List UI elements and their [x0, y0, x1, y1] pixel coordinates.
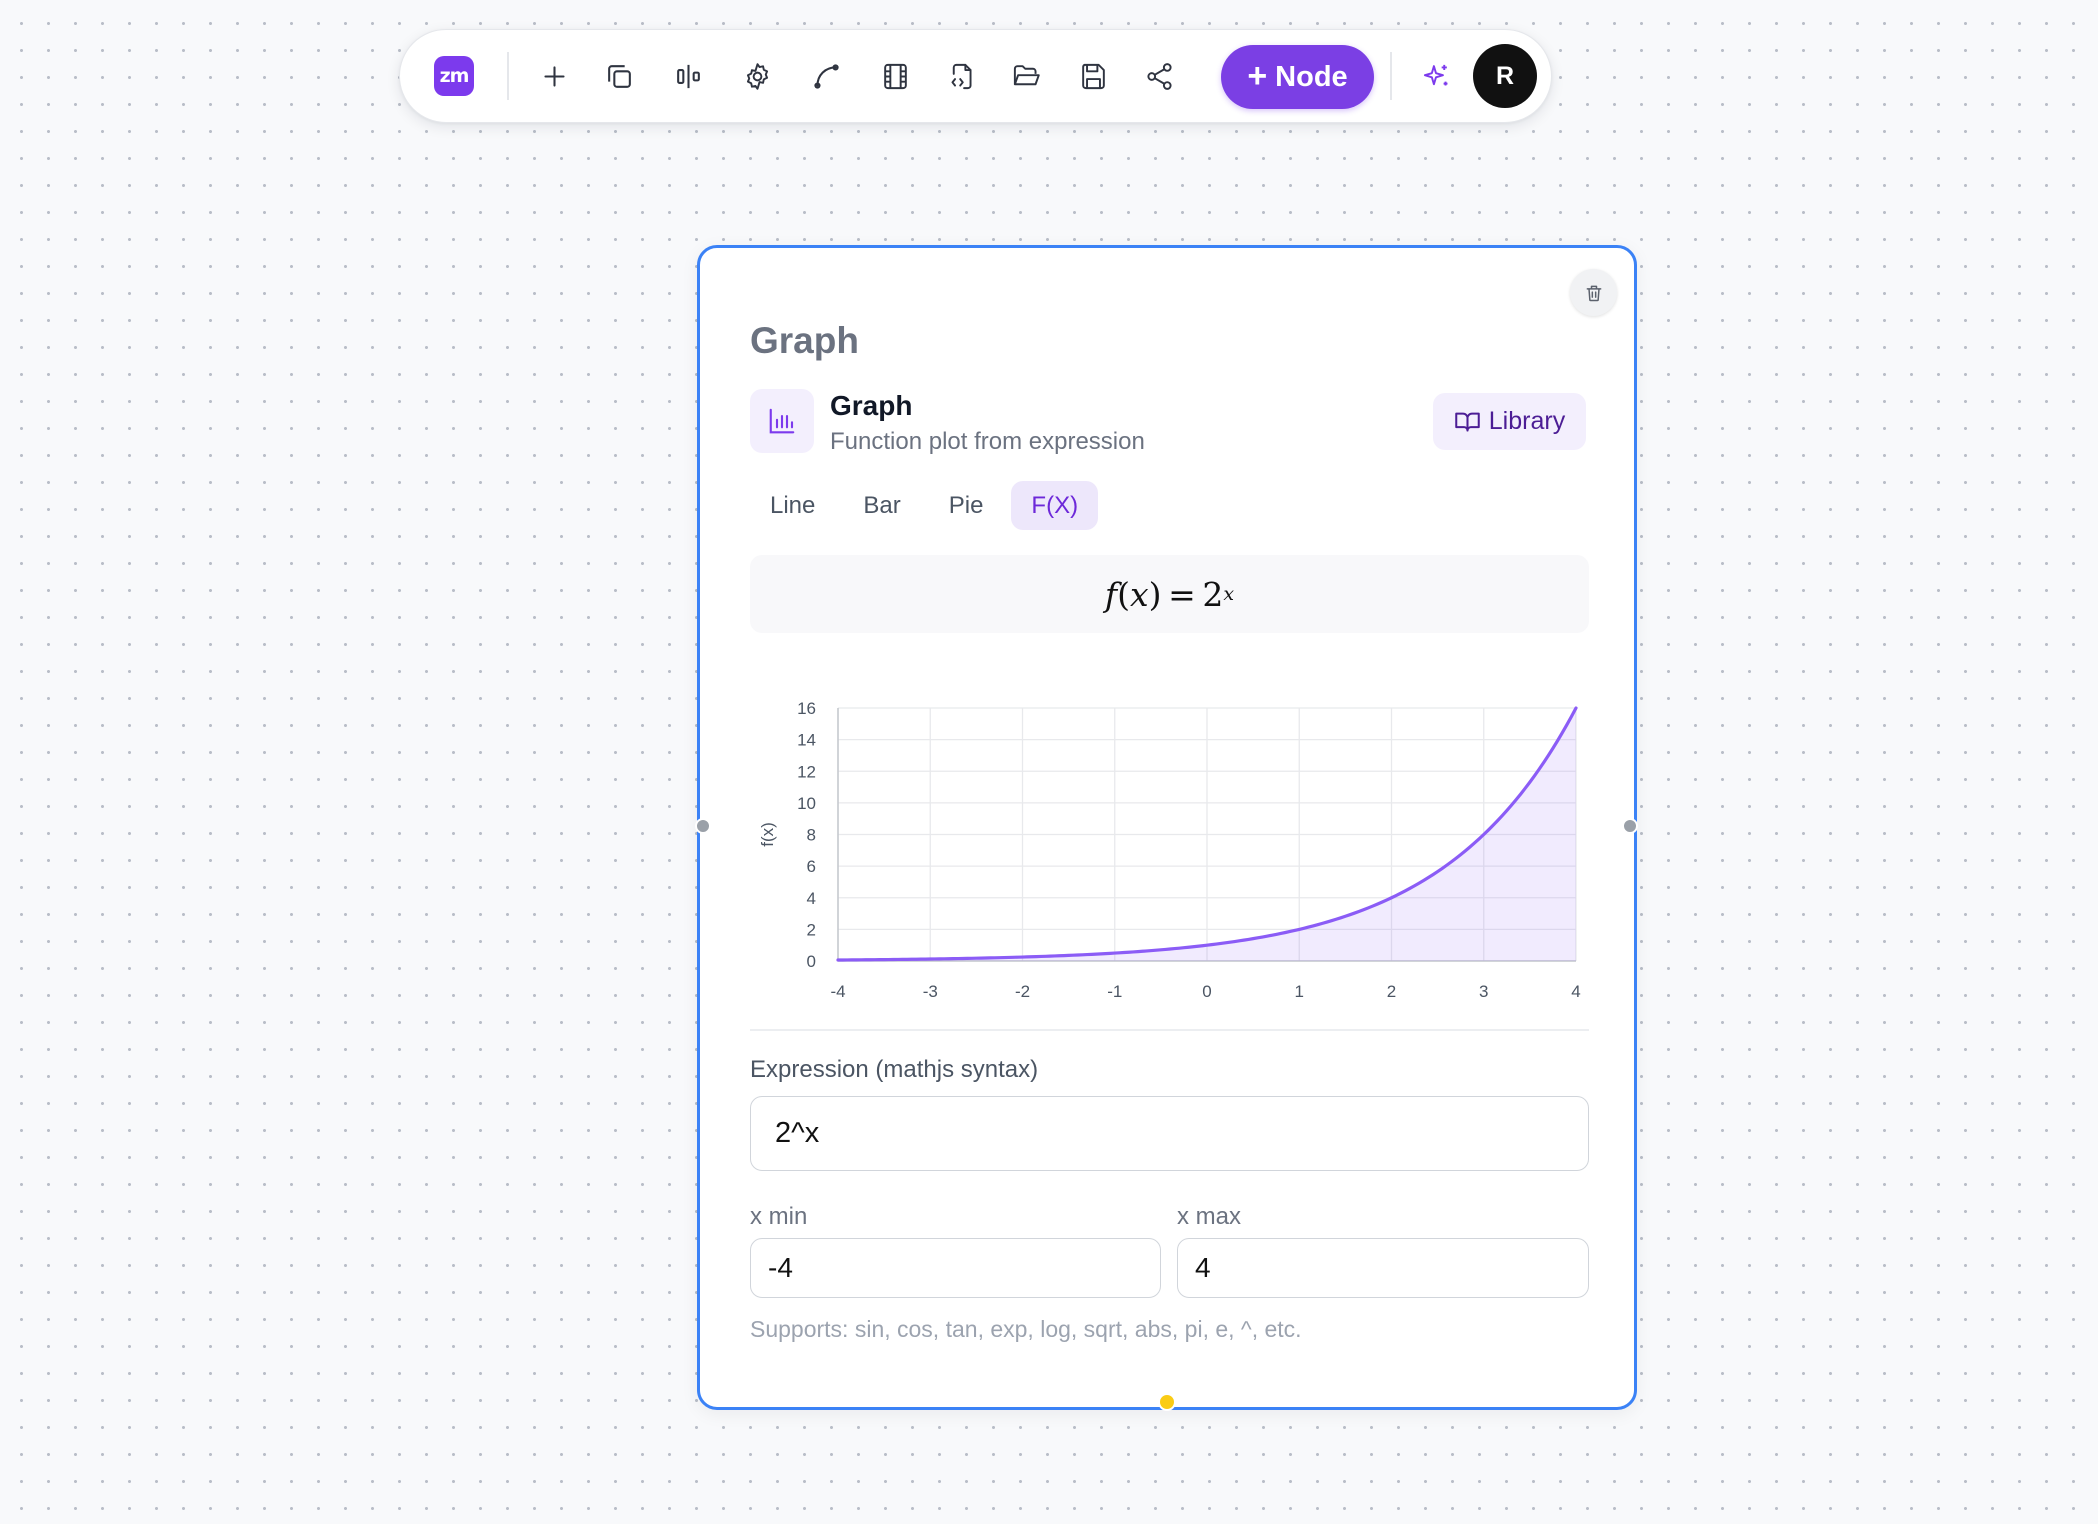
- y-tick-label: 12: [797, 762, 816, 781]
- toolbar-divider: [507, 52, 509, 100]
- y-tick-label: 10: [797, 794, 816, 813]
- save-icon: [1081, 63, 1105, 89]
- film-icon: [883, 63, 907, 89]
- xmax-label: x max: [1177, 1203, 1242, 1230]
- plus-icon: [543, 65, 565, 87]
- graph-node-card[interactable]: Graph Graph Function plot from expressio…: [697, 245, 1637, 1410]
- add-node-label: Node: [1275, 60, 1348, 93]
- x-tick-label: 3: [1479, 982, 1488, 1001]
- node-type-description: Function plot from expression: [830, 428, 1145, 455]
- tab-pie[interactable]: Pie: [948, 491, 984, 519]
- code-file-button[interactable]: [935, 50, 987, 102]
- formula-variable: x: [1130, 574, 1149, 614]
- settings-button[interactable]: [731, 50, 783, 102]
- save-button[interactable]: [1067, 50, 1119, 102]
- x-tick-label: 1: [1295, 982, 1304, 1001]
- node-type-name: Graph: [830, 390, 913, 421]
- sparkles-icon: [1423, 64, 1447, 86]
- media-button[interactable]: [869, 50, 921, 102]
- formula-preview: f ( x ) = 2 x: [750, 555, 1589, 633]
- x-tick-label: -3: [923, 982, 938, 1001]
- toolbar: zm + Node R: [399, 29, 1552, 123]
- toolbar-divider: [1390, 52, 1392, 100]
- settings-gear-icon: [746, 62, 768, 90]
- pen-path-icon: [813, 63, 839, 89]
- y-tick-label: 4: [807, 889, 816, 908]
- library-button[interactable]: Library: [1433, 393, 1586, 450]
- right-connection-handle[interactable]: [1622, 818, 1638, 834]
- trash-icon: [1586, 285, 1601, 301]
- formula-exponent: x: [1223, 583, 1235, 605]
- y-tick-label: 6: [807, 857, 816, 876]
- formula-paren-close: ): [1148, 574, 1162, 614]
- add-node-button[interactable]: + Node: [1221, 45, 1374, 109]
- add-button[interactable]: [528, 50, 580, 102]
- formula-equals: =: [1161, 574, 1203, 614]
- x-tick-label: -2: [1015, 982, 1030, 1001]
- x-tick-label: 4: [1571, 982, 1580, 1001]
- left-connection-handle[interactable]: [695, 818, 711, 834]
- align-center-icon: [676, 64, 700, 88]
- y-tick-label: 8: [807, 826, 816, 845]
- node-title: Graph: [750, 320, 859, 361]
- open-button[interactable]: [1000, 50, 1052, 102]
- app-logo-mark: zm: [434, 56, 474, 96]
- x-tick-label: -1: [1107, 982, 1122, 1001]
- delete-node-button[interactable]: [1570, 269, 1617, 316]
- draw-path-button[interactable]: [800, 50, 852, 102]
- tab-line[interactable]: Line: [770, 491, 816, 519]
- app-logo[interactable]: zm: [434, 56, 474, 96]
- xmin-label: x min: [750, 1203, 808, 1230]
- user-avatar-button[interactable]: R: [1473, 44, 1537, 108]
- tab-bar[interactable]: Bar: [863, 491, 901, 519]
- library-label: Library: [1488, 407, 1566, 435]
- x-tick-label: 0: [1202, 982, 1211, 1001]
- ai-assistant-button[interactable]: [1410, 50, 1462, 102]
- book-open-icon: [1455, 412, 1480, 432]
- share-button[interactable]: [1133, 50, 1185, 102]
- tab-fx[interactable]: F(X): [1011, 481, 1099, 530]
- duplicate-icon: [607, 64, 631, 88]
- y-tick-label: 0: [807, 952, 816, 971]
- function-curve: [836, 706, 1578, 962]
- x-tick-label: 2: [1387, 982, 1396, 1001]
- formula-base: 2: [1202, 574, 1224, 614]
- xmin-input[interactable]: [750, 1238, 1161, 1298]
- chart-type-tabs: Line Bar Pie F(X): [750, 481, 1099, 530]
- x-tick-label: -4: [830, 982, 845, 1001]
- graph-type-icon: [750, 389, 814, 453]
- expression-label: Expression (mathjs syntax): [750, 1056, 1039, 1083]
- y-tick-label: 2: [807, 920, 816, 939]
- avatar: R: [1473, 44, 1537, 108]
- folder-open-icon: [1013, 64, 1040, 85]
- expression-input[interactable]: [750, 1096, 1589, 1171]
- y-axis-title: f(x): [758, 822, 777, 847]
- share-icon: [1146, 62, 1172, 90]
- y-tick-label: 16: [797, 699, 816, 718]
- bottom-connection-handle[interactable]: [1158, 1393, 1176, 1411]
- duplicate-button[interactable]: [593, 50, 645, 102]
- plus-icon: +: [1247, 56, 1268, 95]
- section-divider: [750, 1029, 1589, 1031]
- bar-chart-icon: [769, 408, 795, 434]
- xmax-input[interactable]: [1177, 1238, 1589, 1298]
- formula-paren-open: (: [1117, 574, 1131, 614]
- file-code-icon: [950, 63, 972, 89]
- align-button[interactable]: [662, 50, 714, 102]
- formula-function: f: [1104, 574, 1118, 614]
- supported-functions-hint: Supports: sin, cos, tan, exp, log, sqrt,…: [750, 1316, 1302, 1342]
- y-tick-label: 14: [797, 731, 816, 750]
- function-plot: -4-3-2-1012340246810121416xf(x): [758, 699, 1581, 1001]
